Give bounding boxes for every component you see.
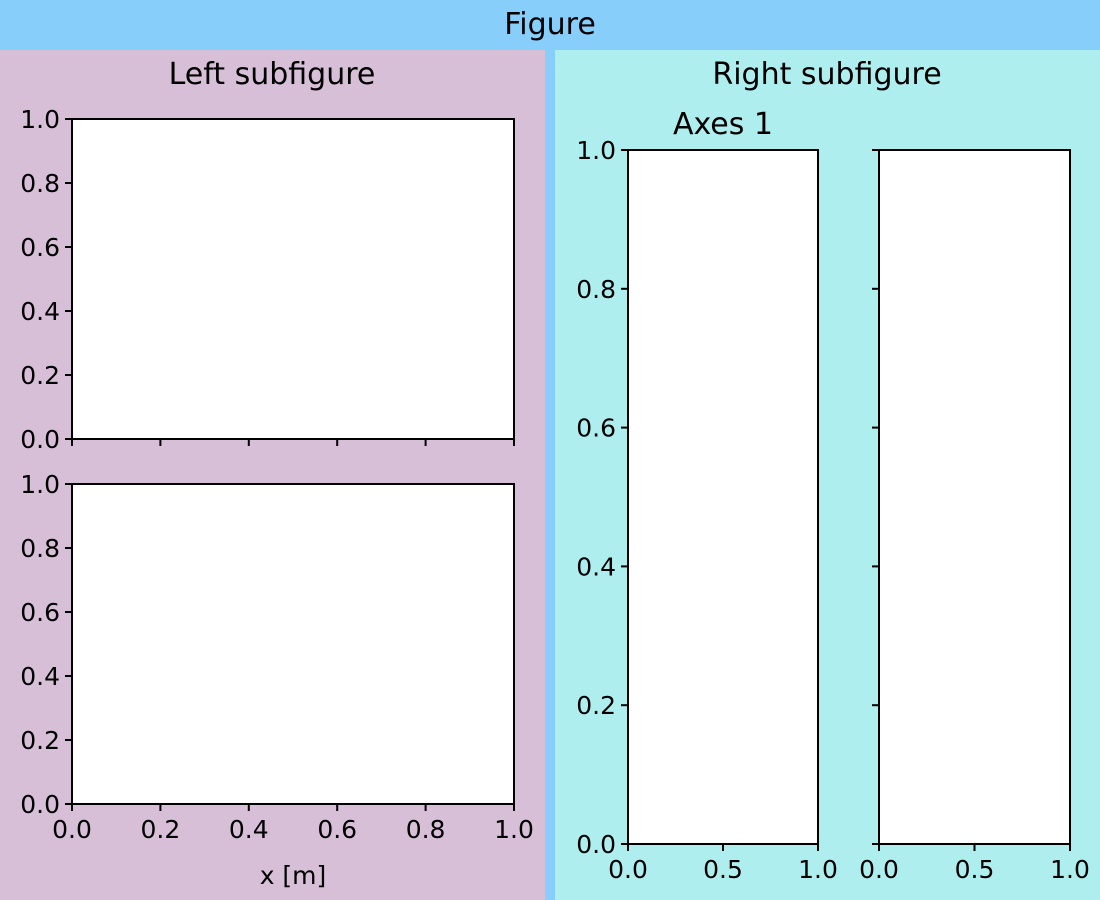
- plot-area: [71, 118, 515, 440]
- y-tick-label: 0.6: [20, 598, 60, 627]
- plot-area: [71, 483, 515, 805]
- y-tick-label: 0.4: [20, 297, 60, 326]
- axes-right-1: 0.0 0.5 1.0 0.0 0.2 0.4 0.6 0.8 1.0 Axes 1: [576, 107, 838, 884]
- figure-title: Figure: [504, 7, 596, 42]
- x-tick-label: 0.0: [859, 855, 899, 884]
- y-tick-label: 1.0: [20, 105, 60, 134]
- axes-left-top: 0.0 0.2 0.4 0.6 0.8 1.0: [20, 105, 515, 454]
- axes-title: Axes 1: [673, 107, 773, 142]
- plot-area: [627, 149, 819, 845]
- y-tick-label: 0.8: [20, 169, 60, 198]
- x-tick-label: 1.0: [798, 855, 838, 884]
- x-tick-label: 0.0: [608, 855, 648, 884]
- y-tick-label: 0.0: [20, 425, 60, 454]
- y-tick-label: 1.0: [576, 136, 616, 165]
- y-tick-label: 0.4: [20, 662, 60, 691]
- y-tick-label: 0.2: [20, 726, 60, 755]
- x-tick-label: 0.4: [229, 815, 269, 844]
- y-tick-label: 0.4: [576, 552, 616, 581]
- y-tick-label: 1.0: [20, 470, 60, 499]
- y-tick-label: 0.6: [576, 414, 616, 443]
- axes-right-2: 0.0 0.5 1.0: [859, 149, 1090, 884]
- y-tick-label: 0.2: [576, 691, 616, 720]
- right-subfigure-title: Right subfigure: [712, 57, 941, 92]
- x-tick-label: 0.5: [703, 855, 743, 884]
- y-tick-label: 0.8: [576, 275, 616, 304]
- x-tick-label: 0.0: [52, 815, 92, 844]
- x-tick-label: 1.0: [494, 815, 534, 844]
- x-axis-label: x [m]: [260, 861, 327, 890]
- y-tick-label: 0.8: [20, 534, 60, 563]
- axes-left-bottom: 0.0 0.2 0.4 0.6 0.8 1.0 0.0 0.2 0.4 0.6 0.8 1.0 x [m…: [20, 470, 534, 890]
- x-tick-label: 0.2: [141, 815, 181, 844]
- x-tick-label: 0.5: [955, 855, 995, 884]
- x-tick-label: 0.8: [406, 815, 446, 844]
- left-subfigure-title: Left subfigure: [169, 57, 376, 92]
- x-tick-label: 0.6: [317, 815, 357, 844]
- y-tick-label: 0.0: [576, 830, 616, 859]
- plot-area: [878, 149, 1071, 845]
- y-tick-label: 0.0: [20, 790, 60, 819]
- y-tick-label: 0.2: [20, 361, 60, 390]
- x-tick-label: 1.0: [1050, 855, 1090, 884]
- y-tick-label: 0.6: [20, 233, 60, 262]
